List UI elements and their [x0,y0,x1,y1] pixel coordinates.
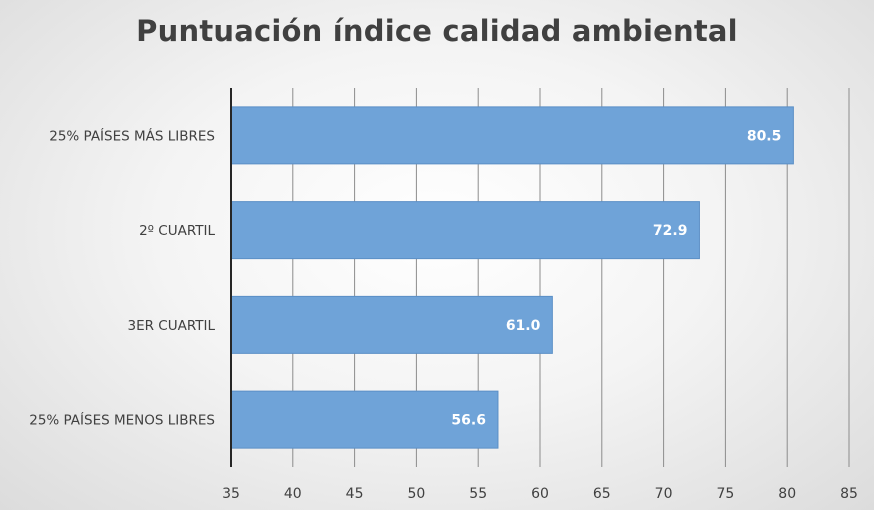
x-tick-label: 70 [655,486,673,502]
bar [230,390,499,449]
data-label: 56.6 [451,413,486,429]
x-tick-label: 35 [222,486,240,502]
x-tick-label: 80 [778,486,796,502]
data-label: 61.0 [506,318,541,334]
bar [230,295,553,354]
chart-title: Puntuación índice calidad ambiental [136,14,738,48]
x-tick-label: 65 [593,486,611,502]
bar [230,106,794,165]
category-label: 25% PAÍSES MENOS LIBRES [29,412,215,429]
x-tick-label: 50 [407,486,425,502]
category-label: 25% PAÍSES MÁS LIBRES [49,127,215,144]
category-label: 3ER CUARTIL [128,318,216,334]
data-label: 80.5 [747,128,782,144]
data-label: 72.9 [653,223,688,239]
category-label: 2º CUARTIL [139,223,215,239]
bar [230,201,700,260]
x-tick-label: 60 [531,486,549,502]
x-tick-label: 45 [346,486,364,502]
x-tick-label: 55 [469,486,487,502]
x-tick-label: 85 [840,486,858,502]
x-tick-label: 40 [284,486,302,502]
x-tick-label: 75 [716,486,734,502]
